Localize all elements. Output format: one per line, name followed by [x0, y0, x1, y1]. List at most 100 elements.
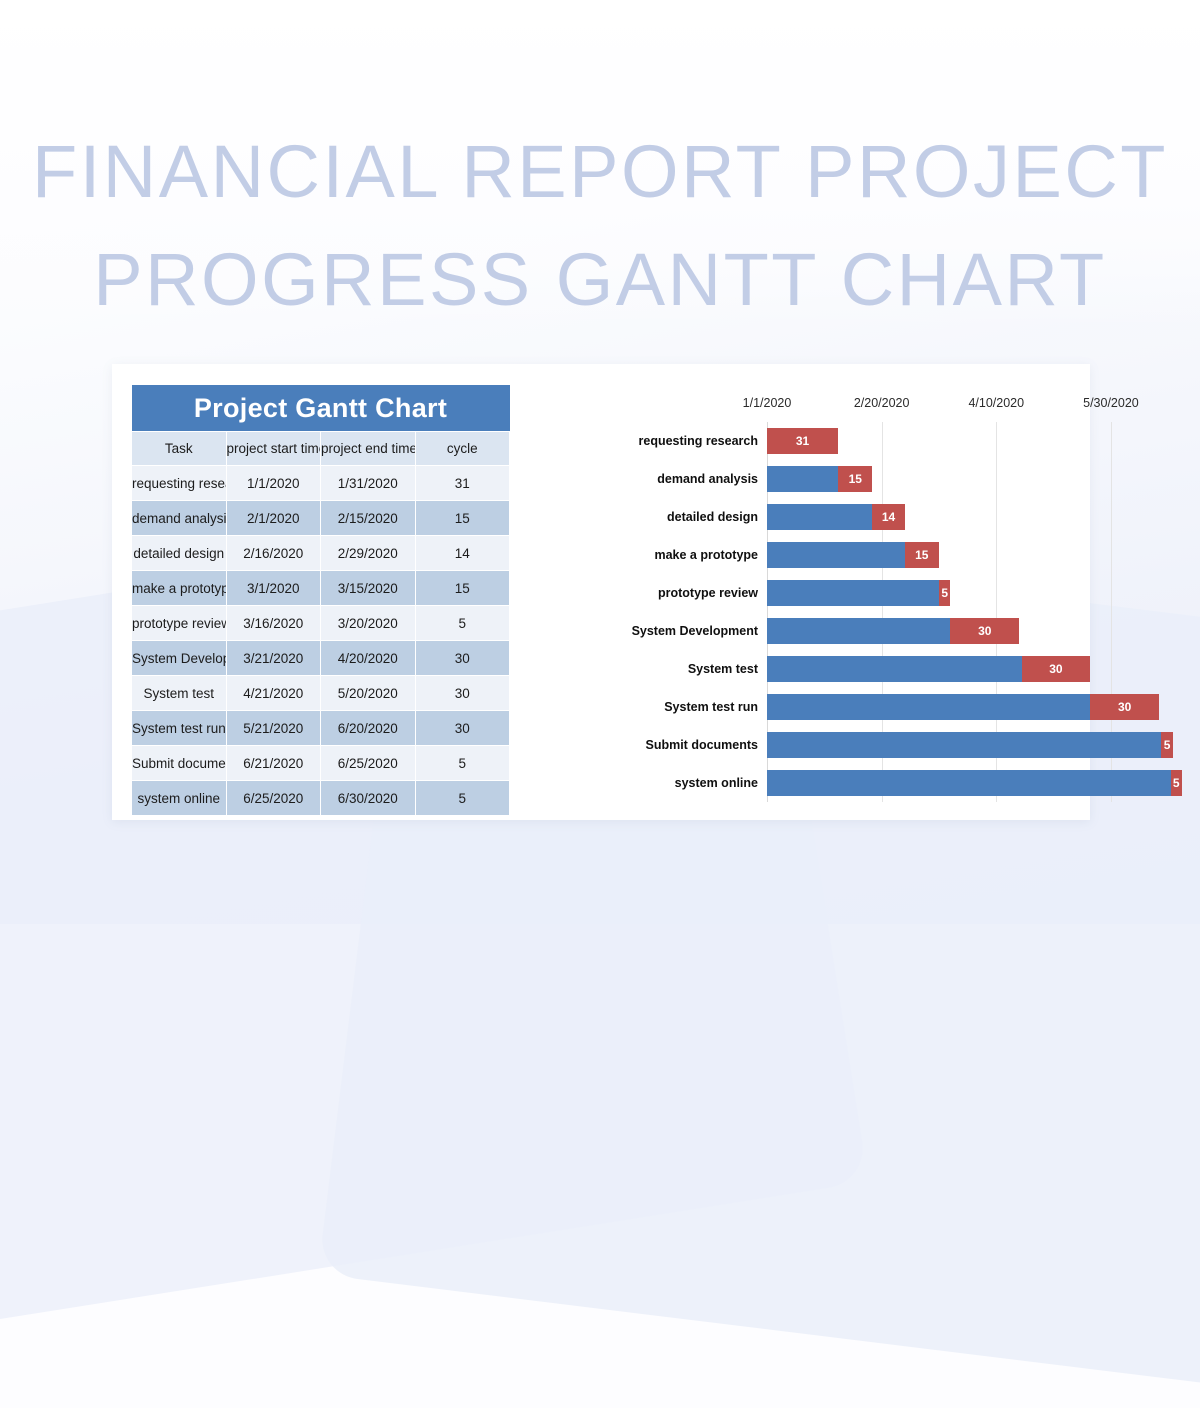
gantt-bar-duration: 31 — [767, 428, 839, 454]
gantt-bar-offset — [767, 580, 939, 606]
gantt-bar-value-label: 30 — [1049, 662, 1063, 676]
gantt-bar-duration: 5 — [1170, 770, 1182, 796]
table-cell-task: demand analysis — [131, 500, 227, 536]
gantt-bar-offset — [767, 770, 1171, 796]
table-cell-cycle: 5 — [414, 780, 510, 816]
table-cell-end: 1/31/2020 — [320, 465, 416, 501]
gantt-bar-row: System test 30 — [512, 650, 1091, 688]
column-header-end: project end time — [320, 431, 416, 466]
table-cell-task: make a prototype — [131, 570, 227, 606]
gantt-task-label: requesting research — [638, 434, 759, 448]
gantt-bar-value-label: 15 — [848, 472, 862, 486]
table-cell-cycle: 31 — [414, 465, 510, 501]
table-cell-end: 2/15/2020 — [320, 500, 416, 536]
table-cell-cycle: 15 — [414, 570, 510, 606]
table-cell-start: 3/1/2020 — [225, 570, 321, 606]
gantt-bar-duration: 5 — [1161, 732, 1173, 758]
gantt-bar-offset — [767, 466, 839, 492]
table-cell-cycle: 5 — [414, 605, 510, 641]
background-top-fade — [0, 0, 1200, 330]
gantt-bar-offset — [767, 542, 905, 568]
gantt-plot-area: requesting research 31 demand analysis 15 de… — [512, 422, 1182, 802]
gantt-chart: 1/1/2020 2/20/2020 4/10/2020 5/30/2020 requ… — [512, 374, 1182, 810]
table-row: System test 4/21/2020 5/20/2020 30 — [131, 675, 510, 711]
table-cell-task: detailed design — [131, 535, 227, 571]
x-axis-tick-label: 5/30/2020 — [1083, 396, 1139, 410]
gantt-bar-value-label: 5 — [941, 586, 949, 600]
table-cell-start: 2/1/2020 — [225, 500, 321, 536]
content-card: Project Gantt Chart Task project start t… — [112, 364, 1182, 820]
table-cell-cycle: 30 — [414, 675, 510, 711]
table-cell-start: 3/21/2020 — [225, 640, 321, 676]
table-cell-cycle: 14 — [414, 535, 510, 571]
gantt-bar-duration: 14 — [872, 504, 905, 530]
gantt-bar-offset — [767, 656, 1022, 682]
gantt-bar-duration: 15 — [838, 466, 873, 492]
table-cell-task: requesting research — [131, 465, 227, 501]
page-title-line-2: PROGRESS GANTT CHART — [93, 238, 1107, 321]
gantt-bar-row: demand analysis 15 — [512, 460, 1082, 498]
table-cell-start: 6/21/2020 — [225, 745, 321, 781]
gantt-bar-row: System Development 30 — [512, 612, 1082, 650]
gridline — [1110, 422, 1112, 802]
table-cell-task: System test run — [131, 710, 227, 746]
table-row: system online 6/25/2020 6/30/2020 5 — [131, 780, 510, 816]
table-cell-end: 6/20/2020 — [320, 710, 416, 746]
gridline — [996, 422, 998, 802]
table-cell-task: System test — [131, 675, 227, 711]
gantt-bar-value-label: 30 — [1117, 700, 1132, 714]
column-header-cycle: cycle — [414, 431, 510, 466]
table-cell-cycle: 30 — [414, 640, 510, 676]
table-cell-end: 4/20/2020 — [320, 640, 416, 676]
table-cell-task: System Development — [131, 640, 227, 676]
table-cell-end: 2/29/2020 — [320, 535, 416, 571]
table-header-row: Task project start time project end time… — [131, 431, 510, 466]
gantt-bar-row: Submit documents 5 — [512, 726, 1173, 764]
x-axis-tick-label: 4/10/2020 — [968, 396, 1025, 410]
table-cell-end: 6/25/2020 — [320, 745, 416, 781]
gantt-bar-offset — [767, 694, 1091, 720]
table-cell-start: 5/21/2020 — [225, 710, 321, 746]
gantt-x-axis: 1/1/2020 2/20/2020 4/10/2020 5/30/2020 — [512, 396, 1139, 414]
table-cell-end: 6/30/2020 — [320, 780, 416, 816]
gantt-bar-value-label: 5 — [1163, 738, 1171, 752]
gantt-task-label: System test — [687, 662, 758, 676]
table-cell-task: Submit documents — [131, 745, 227, 781]
gantt-bar-row: requesting research 31 — [512, 422, 1082, 460]
gantt-bar-duration: 30 — [950, 618, 1020, 644]
table-cell-start: 3/16/2020 — [225, 605, 321, 641]
table-cell-start: 1/1/2020 — [225, 465, 321, 501]
gantt-task-label: System Development — [631, 624, 758, 638]
gantt-bar-offset — [767, 618, 951, 644]
gantt-bar-offset — [767, 732, 1162, 758]
column-header-start: project start time — [225, 431, 321, 466]
gantt-bar-row: detailed design 14 — [512, 498, 1082, 536]
gantt-task-label: demand analysis — [657, 472, 758, 486]
gantt-bar-duration: 30 — [1021, 656, 1091, 682]
gridline — [881, 422, 883, 802]
gantt-bar-duration: 15 — [904, 542, 939, 568]
gantt-bar-row: make a prototype 15 — [512, 536, 1082, 574]
table-cell-task: prototype review — [131, 605, 227, 641]
table-row: make a prototype 3/1/2020 3/15/2020 15 — [131, 570, 510, 606]
table-cell-cycle: 30 — [414, 710, 510, 746]
gantt-task-label: system online — [674, 776, 758, 790]
table-cell-end: 5/20/2020 — [320, 675, 416, 711]
gantt-task-label: prototype review — [657, 586, 758, 600]
table-cell-start: 2/16/2020 — [225, 535, 321, 571]
column-header-task: Task — [131, 431, 227, 466]
table-cell-end: 3/15/2020 — [320, 570, 416, 606]
gantt-bar-row: system online 5 — [512, 764, 1182, 802]
gantt-bar-row: System test run 30 — [512, 688, 1160, 726]
gantt-bar-value-label: 30 — [978, 624, 992, 638]
gantt-task-label: detailed design — [667, 510, 758, 524]
table-cell-end: 3/20/2020 — [320, 605, 416, 641]
table-row: demand analysis 2/1/2020 2/15/2020 15 — [131, 500, 510, 536]
table-row: detailed design 2/16/2020 2/29/2020 14 — [131, 535, 510, 571]
gantt-task-label: Submit documents — [645, 738, 758, 752]
table-title-row: Project Gantt Chart — [131, 385, 510, 432]
table-row: System test run 5/21/2020 6/20/2020 30 — [131, 710, 510, 746]
gantt-bar-value-label: 31 — [795, 434, 810, 448]
